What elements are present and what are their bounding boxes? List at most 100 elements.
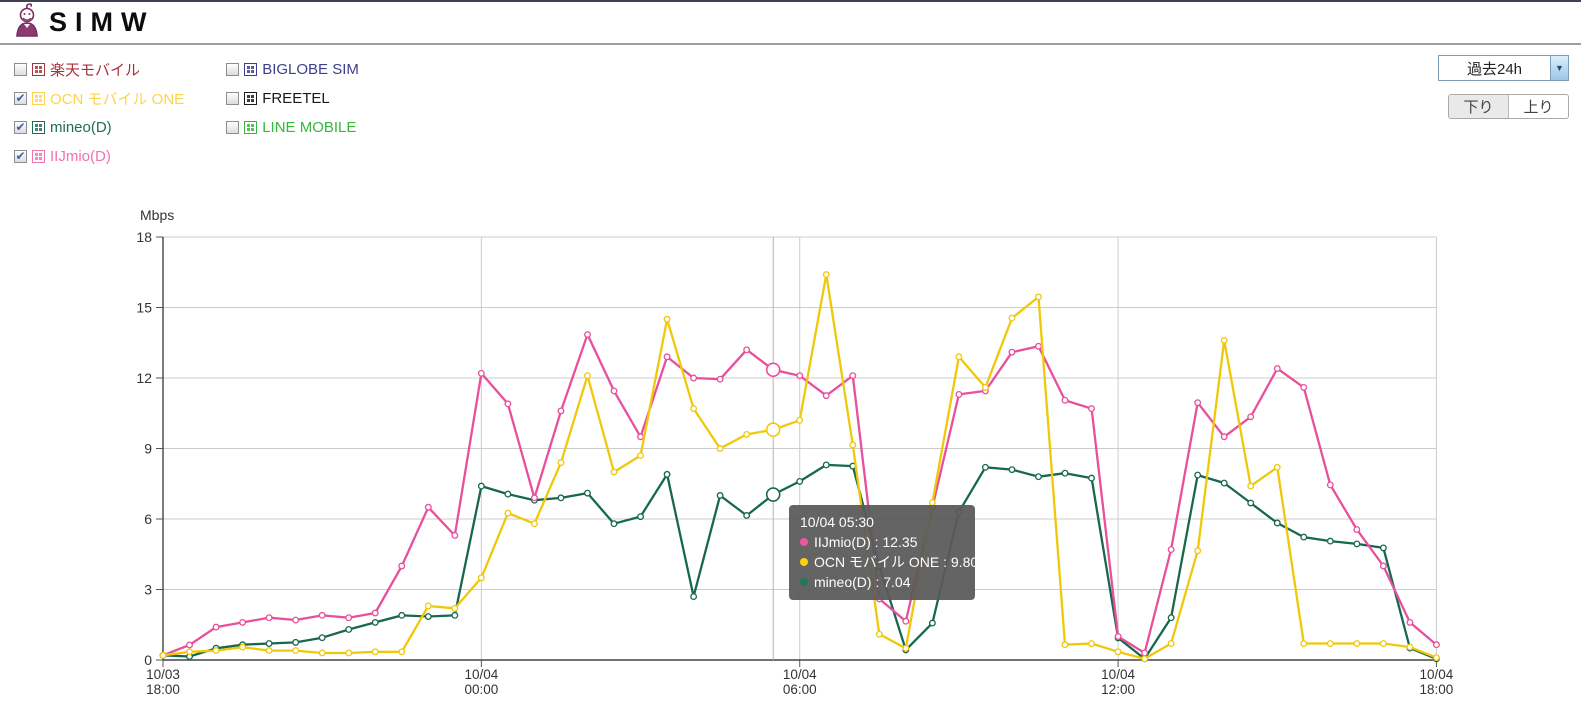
carrier-filter-row[interactable]: IIJmio(D) bbox=[14, 142, 184, 171]
direction-button-1[interactable]: 上り bbox=[1508, 95, 1568, 118]
x-axis-tick-time: 18:00 bbox=[1420, 682, 1454, 697]
data-point bbox=[318, 649, 326, 657]
header: SIMW bbox=[0, 2, 1581, 45]
data-point bbox=[451, 604, 459, 612]
data-point bbox=[477, 574, 485, 582]
carrier-filter-row[interactable]: FREETEL bbox=[226, 84, 359, 113]
tooltip-series-value: OCN モバイル ONE : 9.80 bbox=[814, 554, 979, 570]
data-point bbox=[530, 494, 538, 502]
data-point bbox=[1061, 641, 1069, 649]
y-axis-tick-label: 3 bbox=[144, 582, 152, 598]
data-point bbox=[398, 648, 406, 656]
y-axis-tick-label: 0 bbox=[144, 652, 152, 668]
data-point bbox=[239, 643, 247, 651]
data-point bbox=[1247, 482, 1255, 490]
data-point bbox=[690, 405, 698, 412]
x-axis-tick-date: 10/04 bbox=[783, 667, 817, 682]
carrier-checkbox[interactable] bbox=[226, 63, 240, 76]
data-point bbox=[1432, 641, 1440, 649]
carrier-checkbox[interactable] bbox=[14, 63, 27, 76]
data-point bbox=[743, 346, 751, 354]
carrier-checkbox[interactable] bbox=[226, 121, 240, 134]
data-point bbox=[1379, 562, 1387, 570]
data-point bbox=[1273, 365, 1281, 373]
data-point bbox=[1379, 640, 1387, 647]
data-point bbox=[398, 611, 406, 619]
data-point bbox=[557, 407, 565, 415]
data-point bbox=[1061, 396, 1069, 404]
carrier-filter-row[interactable]: BIGLOBE SIM bbox=[226, 55, 359, 84]
tooltip-row: IIJmio(D) : 12.35 bbox=[800, 532, 964, 552]
data-point bbox=[318, 634, 326, 642]
direction-button-0[interactable]: 下り bbox=[1449, 95, 1508, 118]
tooltip-series-value: IIJmio(D) : 12.35 bbox=[814, 534, 918, 550]
data-point bbox=[239, 618, 247, 626]
carrier-label: OCN モバイル ONE bbox=[50, 91, 185, 108]
data-point bbox=[1432, 654, 1440, 662]
period-select[interactable]: 過去24h ▼ bbox=[1438, 55, 1569, 81]
data-point bbox=[1008, 314, 1016, 322]
data-point bbox=[822, 271, 830, 279]
data-point bbox=[663, 353, 671, 361]
data-point bbox=[1061, 469, 1069, 477]
y-axis-unit-label: Mbps bbox=[140, 207, 174, 223]
data-point bbox=[1114, 648, 1122, 656]
tooltip-series-value: mineo(D) : 7.04 bbox=[814, 574, 911, 590]
carrier-filter-row[interactable]: LINE MOBILE bbox=[226, 113, 359, 142]
carrier-filter-row[interactable]: OCN モバイル ONE bbox=[14, 84, 184, 113]
carrier-checkbox[interactable] bbox=[226, 92, 240, 105]
direction-toggle: 下り 上り bbox=[1448, 94, 1569, 119]
data-point bbox=[292, 647, 300, 655]
data-point bbox=[849, 441, 857, 449]
data-point bbox=[1379, 544, 1387, 552]
sim-card-icon bbox=[32, 121, 45, 134]
data-point bbox=[345, 614, 353, 622]
x-axis-tick-time: 00:00 bbox=[464, 682, 498, 697]
data-point bbox=[584, 372, 591, 380]
data-point bbox=[292, 616, 300, 624]
data-point bbox=[398, 562, 406, 570]
data-point bbox=[504, 509, 512, 517]
chart-tooltip: 10/04 05:30 IIJmio(D) : 12.35 OCN モバイル ON… bbox=[789, 505, 979, 600]
carrier-filter-row[interactable]: 楽天モバイル bbox=[14, 55, 184, 84]
data-point bbox=[1141, 655, 1149, 663]
data-point bbox=[955, 391, 963, 398]
data-point bbox=[690, 374, 698, 382]
data-point bbox=[716, 492, 724, 499]
data-point bbox=[265, 647, 273, 655]
data-point bbox=[557, 459, 565, 467]
data-point bbox=[928, 619, 936, 627]
carrier-checkbox[interactable] bbox=[14, 121, 27, 134]
data-point bbox=[345, 649, 353, 657]
data-point bbox=[637, 452, 644, 459]
logo[interactable]: SIMW bbox=[12, 2, 155, 43]
data-point bbox=[584, 489, 591, 497]
data-point bbox=[875, 630, 883, 638]
carrier-filter-row[interactable]: mineo(D) bbox=[14, 113, 184, 142]
series-dot-icon bbox=[800, 538, 808, 546]
data-point bbox=[1088, 474, 1095, 482]
data-point bbox=[1194, 547, 1202, 555]
chevron-down-icon[interactable]: ▼ bbox=[1550, 56, 1568, 80]
tooltip-row: mineo(D) : 7.04 bbox=[800, 572, 964, 592]
data-point bbox=[1035, 293, 1042, 301]
data-point bbox=[371, 609, 379, 617]
carrier-filter-panel: 楽天モバイル OCN モバイル ONE mineo(D) IIJmio(D) BIGL… bbox=[14, 55, 359, 171]
data-point bbox=[1008, 348, 1016, 356]
data-point bbox=[424, 503, 432, 511]
carrier-checkbox[interactable] bbox=[14, 92, 27, 105]
carrier-label: BIGLOBE SIM bbox=[262, 61, 359, 78]
sim-card-icon bbox=[244, 63, 258, 76]
data-point bbox=[584, 331, 591, 338]
y-axis-tick-label: 9 bbox=[144, 441, 152, 457]
filter-column-1: 楽天モバイル OCN モバイル ONE mineo(D) IIJmio(D) bbox=[14, 55, 184, 171]
data-point bbox=[1114, 633, 1122, 640]
data-point bbox=[1008, 466, 1016, 474]
data-point bbox=[637, 433, 644, 441]
data-point bbox=[504, 400, 512, 408]
sim-card-icon bbox=[244, 92, 258, 105]
mascot-icon bbox=[12, 2, 42, 43]
carrier-checkbox[interactable] bbox=[14, 150, 27, 163]
data-point bbox=[159, 651, 167, 659]
data-point bbox=[212, 623, 220, 631]
